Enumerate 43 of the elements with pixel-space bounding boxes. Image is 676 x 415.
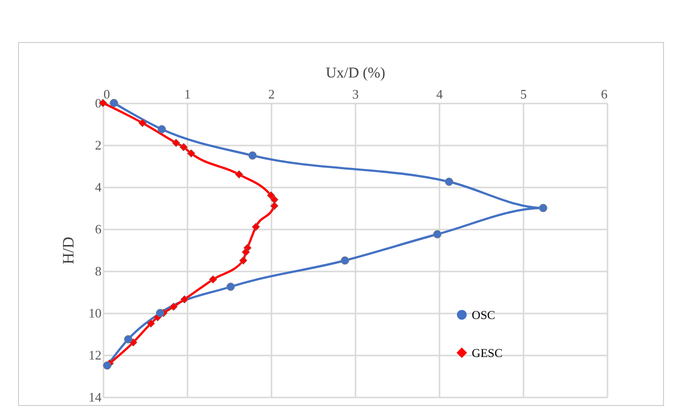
point	[172, 138, 180, 148]
point	[180, 295, 189, 304]
point	[226, 282, 235, 291]
y-tick-label: 14	[88, 390, 102, 404]
y-tick-label: 2	[95, 138, 102, 152]
point	[124, 335, 132, 344]
point	[208, 275, 218, 284]
point	[270, 195, 278, 204]
point	[146, 319, 156, 328]
point	[270, 202, 278, 210]
point	[103, 361, 112, 370]
x-tick-label: 6	[601, 86, 608, 102]
x-axis-title: Ux/D (%)	[326, 66, 386, 82]
y-tick-label: 6	[95, 222, 102, 236]
point	[169, 302, 178, 311]
x-tick-label: 5	[520, 86, 527, 102]
y-tick-label: 4	[95, 180, 102, 194]
point	[248, 151, 257, 160]
point	[252, 222, 260, 232]
x-tick-label: 1	[184, 86, 191, 102]
x-tick-label: 4	[436, 86, 444, 102]
y-tick-label: 12	[88, 348, 102, 362]
y-axis-title: H/D	[60, 236, 78, 264]
x-tick-label: 3	[352, 86, 359, 102]
point	[110, 98, 118, 108]
point	[340, 256, 350, 265]
point	[158, 125, 166, 134]
point	[180, 142, 188, 152]
point	[433, 230, 442, 238]
point	[239, 256, 248, 265]
y-tick-label: 10	[88, 306, 102, 320]
x-tick-label: 2	[268, 86, 275, 102]
point	[138, 118, 147, 128]
point	[266, 191, 276, 200]
point	[156, 308, 164, 318]
point	[234, 170, 244, 179]
y-tick-label: 8	[95, 264, 102, 278]
point	[187, 149, 196, 158]
point	[539, 204, 548, 212]
point	[444, 178, 454, 186]
point	[242, 248, 250, 256]
legend-label: OSC	[472, 308, 496, 322]
legend-label: GESC	[472, 346, 502, 360]
